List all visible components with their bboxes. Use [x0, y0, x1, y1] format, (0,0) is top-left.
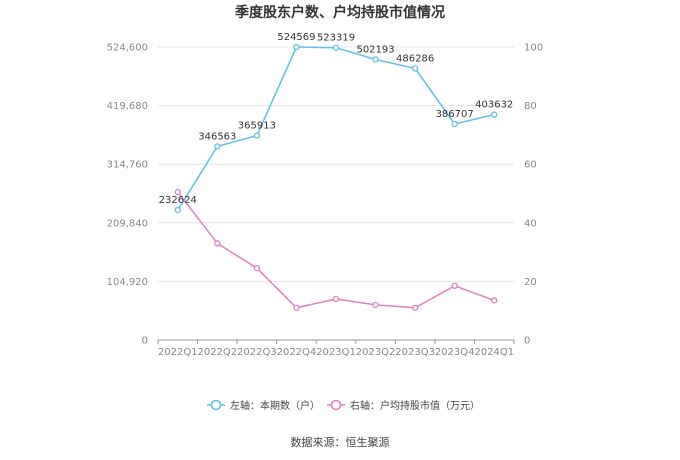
data-label: 486286: [396, 53, 434, 64]
data-point-avg-holding[interactable]: [372, 301, 379, 308]
legend-left-marker: [210, 399, 222, 411]
series-line-shareholders: [177, 46, 495, 211]
data-point-avg-holding[interactable]: [411, 304, 419, 311]
data-point-avg-holding[interactable]: [174, 188, 181, 196]
left-axis-tick-label: 524,600: [107, 43, 148, 54]
legend-right-label: 右轴：户均持股市值（万元）: [350, 399, 480, 412]
legend-item-right[interactable]: 右轴：户均持股市值（万元）: [327, 399, 480, 412]
right-axis-tick-label: 0: [524, 336, 530, 347]
legend: 左轴：本期数（户） 右轴：户均持股市值（万元）: [207, 399, 480, 412]
data-point-shareholders[interactable]: [451, 120, 458, 128]
chart-title: 季度股东户数、户均持股市值情况: [234, 4, 445, 21]
right-axis-tick-label: 40: [524, 218, 537, 229]
legend-left-label: 左轴：本期数（户）: [230, 399, 320, 412]
data-point-avg-holding[interactable]: [293, 304, 300, 311]
data-point-shareholders[interactable]: [174, 206, 181, 214]
data-label: 232624: [159, 195, 197, 206]
legend-item-left[interactable]: 左轴：本期数（户）: [207, 399, 320, 412]
data-point-shareholders[interactable]: [372, 56, 379, 63]
right-axis-tick-label: 80: [524, 101, 537, 112]
data-label: 502193: [356, 45, 394, 56]
left-axis-tick-label: 209,840: [107, 218, 148, 229]
data-point-avg-holding[interactable]: [214, 240, 221, 247]
x-axis-tick-label: 2023Q1: [316, 347, 356, 358]
series: [174, 43, 498, 311]
data-point-shareholders[interactable]: [293, 43, 300, 51]
series-line-avg-holding: [177, 191, 495, 309]
left-axis-tick-label: 0: [142, 336, 148, 347]
left-axis-tick-label: 419,680: [107, 101, 148, 112]
axes: 0 0 104,920 20 209,840 40 314,760 60 419,680 80 52…: [107, 43, 543, 359]
data-label: 403632: [475, 100, 513, 111]
data-source: 数据来源：恒生聚源: [291, 435, 390, 449]
x-axis-tick-label: 2022Q1: [158, 347, 198, 358]
legend-right-marker: [330, 399, 342, 411]
x-axis-tick-label: 2023Q3: [395, 347, 435, 358]
left-axis-tick-label: 314,760: [107, 160, 148, 171]
x-axis-tick-label: 2023Q4: [435, 347, 475, 358]
data-point-shareholders[interactable]: [332, 44, 340, 51]
x-axis-tick-label: 2022Q3: [237, 347, 277, 358]
left-axis-tick-label: 104,920: [107, 277, 148, 288]
data-point-avg-holding[interactable]: [253, 265, 261, 272]
x-axis-tick-label: 2023Q2: [356, 347, 396, 358]
data-label: 386707: [436, 109, 474, 120]
right-axis-tick-label: 20: [524, 277, 537, 288]
data-point-shareholders[interactable]: [253, 132, 261, 139]
data-label: 346563: [198, 131, 236, 142]
right-axis-tick-label: 60: [524, 160, 537, 171]
data-point-shareholders[interactable]: [214, 143, 221, 150]
x-axis-tick-label: 2022Q2: [197, 347, 237, 358]
data-point-avg-holding[interactable]: [332, 295, 340, 303]
data-point-avg-holding[interactable]: [491, 297, 498, 304]
data-point-avg-holding[interactable]: [451, 282, 458, 289]
data-label: 523319: [317, 33, 355, 44]
x-axis-tick-label: 2022Q4: [277, 347, 317, 358]
data-label: 365913: [238, 121, 276, 132]
x-axis-tick-label: 2024Q1: [474, 347, 514, 358]
data-point-shareholders[interactable]: [491, 111, 498, 118]
right-axis-tick-label: 100: [524, 43, 543, 54]
data-point-shareholders[interactable]: [411, 65, 419, 72]
data-label: 524569: [277, 32, 315, 43]
